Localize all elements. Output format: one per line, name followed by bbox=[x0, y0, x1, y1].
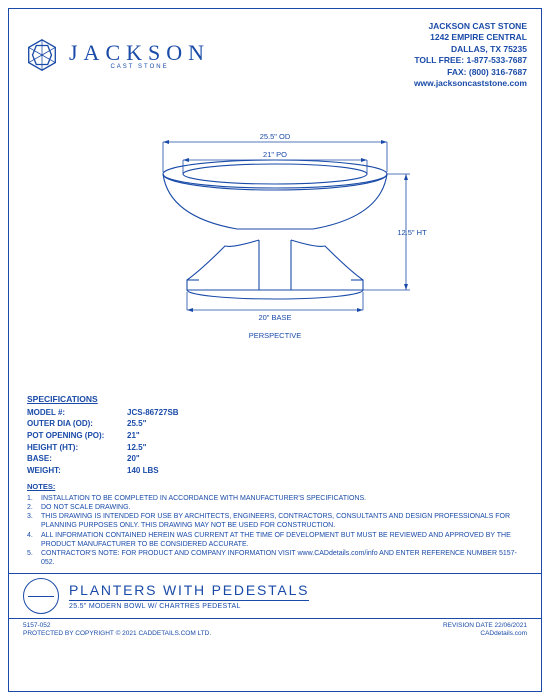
drawing-area: 25.5" OD 21" PO 12.5" HT 20" BASE PERSPECTIV… bbox=[9, 106, 541, 386]
specs-heading: SPECIFICATIONS bbox=[27, 394, 523, 404]
footer-copyright: PROTECTED BY COPYRIGHT © 2021 CADDETAILS… bbox=[23, 630, 211, 637]
company-tollfree: TOLL FREE: 1-877-533-7687 bbox=[414, 55, 527, 66]
title-block: PLANTERS WITH PEDESTALS 25.5" MODERN BOW… bbox=[9, 573, 541, 618]
logo-text-block: JACKSON CAST STONE bbox=[69, 40, 210, 70]
spec-row: HEIGHT (HT):12.5" bbox=[27, 442, 523, 454]
specifications: SPECIFICATIONS MODEL #:JCS-86727SBOUTER … bbox=[9, 386, 541, 481]
svg-text:PERSPECTIVE: PERSPECTIVE bbox=[249, 331, 302, 340]
logo-icon bbox=[23, 36, 61, 74]
note-number: 5. bbox=[27, 549, 41, 567]
note-item: 2.DO NOT SCALE DRAWING. bbox=[27, 503, 523, 512]
spec-row: OUTER DIA (OD):25.5" bbox=[27, 418, 523, 430]
svg-text:25.5" OD: 25.5" OD bbox=[260, 132, 291, 141]
spec-label: WEIGHT: bbox=[27, 465, 127, 477]
spec-value: 20" bbox=[127, 453, 140, 465]
footer-left: 5157-052 PROTECTED BY COPYRIGHT © 2021 C… bbox=[23, 622, 211, 637]
spec-row: BASE:20" bbox=[27, 453, 523, 465]
spec-label: BASE: bbox=[27, 453, 127, 465]
note-number: 4. bbox=[27, 531, 41, 549]
note-text: DO NOT SCALE DRAWING. bbox=[41, 503, 130, 512]
header: JACKSON CAST STONE JACKSON CAST STONE 12… bbox=[9, 9, 541, 98]
note-number: 3. bbox=[27, 512, 41, 530]
footer-site: CADdetails.com bbox=[443, 630, 527, 637]
sheet-border: JACKSON CAST STONE JACKSON CAST STONE 12… bbox=[8, 8, 542, 692]
note-item: 4.ALL INFORMATION CONTAINED HEREIN WAS C… bbox=[27, 531, 523, 549]
svg-text:20" BASE: 20" BASE bbox=[258, 313, 291, 322]
company-web: www.jacksoncaststone.com bbox=[414, 78, 527, 89]
spec-value: 140 LBS bbox=[127, 465, 159, 477]
title-symbol-icon bbox=[23, 578, 59, 614]
company-name: JACKSON CAST STONE bbox=[414, 21, 527, 32]
note-text: CONTRACTOR'S NOTE: FOR PRODUCT AND COMPA… bbox=[41, 549, 523, 567]
company-info: JACKSON CAST STONE 1242 EMPIRE CENTRAL D… bbox=[414, 21, 527, 90]
footer-right: REVISION DATE 22/06/2021 CADdetails.com bbox=[443, 622, 527, 637]
spec-value: 25.5" bbox=[127, 418, 146, 430]
note-item: 1.INSTALLATION TO BE COMPLETED IN ACCORD… bbox=[27, 494, 523, 503]
title-text: PLANTERS WITH PEDESTALS 25.5" MODERN BOW… bbox=[69, 582, 309, 610]
footer-ref: 5157-052 bbox=[23, 622, 211, 629]
title-sub: 25.5" MODERN BOWL W/ CHARTRES PEDESTAL bbox=[69, 603, 309, 610]
note-text: INSTALLATION TO BE COMPLETED IN ACCORDAN… bbox=[41, 494, 366, 503]
svg-text:21" PO: 21" PO bbox=[263, 150, 287, 159]
spec-label: OUTER DIA (OD): bbox=[27, 418, 127, 430]
note-number: 2. bbox=[27, 503, 41, 512]
footer: 5157-052 PROTECTED BY COPYRIGHT © 2021 C… bbox=[9, 618, 541, 641]
company-fax: FAX: (800) 316-7687 bbox=[414, 67, 527, 78]
spec-value: 12.5" bbox=[127, 442, 146, 454]
logo-block: JACKSON CAST STONE bbox=[23, 21, 210, 90]
logo-wordmark: JACKSON bbox=[69, 40, 210, 66]
notes: NOTES: 1.INSTALLATION TO BE COMPLETED IN… bbox=[9, 480, 541, 573]
note-text: ALL INFORMATION CONTAINED HEREIN WAS CUR… bbox=[41, 531, 523, 549]
footer-revision: REVISION DATE 22/06/2021 bbox=[443, 622, 527, 629]
spec-label: MODEL #: bbox=[27, 407, 127, 419]
note-item: 3.THIS DRAWING IS INTENDED FOR USE BY AR… bbox=[27, 512, 523, 530]
spec-label: HEIGHT (HT): bbox=[27, 442, 127, 454]
company-addr1: 1242 EMPIRE CENTRAL bbox=[414, 32, 527, 43]
company-addr2: DALLAS, TX 75235 bbox=[414, 44, 527, 55]
note-number: 1. bbox=[27, 494, 41, 503]
notes-heading: NOTES: bbox=[27, 482, 523, 492]
spec-value: 21" bbox=[127, 430, 140, 442]
note-text: THIS DRAWING IS INTENDED FOR USE BY ARCH… bbox=[41, 512, 523, 530]
spec-value: JCS-86727SB bbox=[127, 407, 179, 419]
spec-row: WEIGHT:140 LBS bbox=[27, 465, 523, 477]
spec-label: POT OPENING (PO): bbox=[27, 430, 127, 442]
note-item: 5.CONTRACTOR'S NOTE: FOR PRODUCT AND COM… bbox=[27, 549, 523, 567]
spec-row: POT OPENING (PO):21" bbox=[27, 430, 523, 442]
title-main: PLANTERS WITH PEDESTALS bbox=[69, 582, 309, 601]
spec-row: MODEL #:JCS-86727SB bbox=[27, 407, 523, 419]
svg-text:12.5" HT: 12.5" HT bbox=[397, 228, 427, 237]
product-drawing: 25.5" OD 21" PO 12.5" HT 20" BASE PERSPECTIV… bbox=[100, 106, 450, 366]
